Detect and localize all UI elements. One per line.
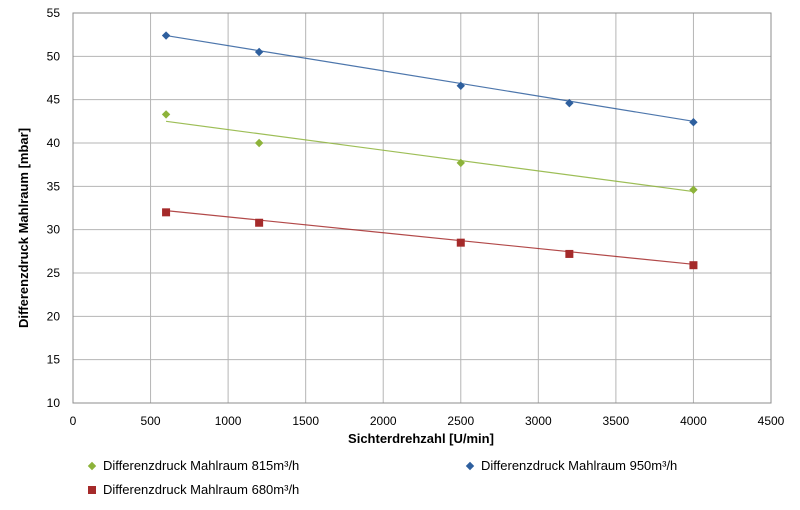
data-point [254,138,264,148]
legend-label: Differenzdruck Mahlraum 950m³/h [481,458,677,473]
x-tick-label: 1000 [215,414,242,428]
y-axis-ticks: 10 15 20 25 30 35 40 45 50 55 [47,6,61,410]
data-point [565,249,574,258]
data-point [456,158,465,168]
x-tick-label: 2500 [447,414,474,428]
data-point [689,261,698,270]
x-tick-label: 3500 [603,414,630,428]
y-tick-label: 35 [47,179,61,193]
x-tick-label: 1500 [292,414,319,428]
data-point [255,218,264,227]
trendline-1 [165,34,694,122]
data-point [456,238,465,247]
x-tick-label: 500 [141,414,161,428]
data-point [161,110,171,119]
legend: Differenzdruck Mahlraum 815m³/h Differenz… [87,458,677,497]
x-axis-title: Sichterdrehzahl [U/min] [348,431,494,446]
legend-marker [87,461,97,471]
x-tick-label: 4000 [680,414,707,428]
y-tick-label: 30 [47,223,61,237]
data-point [689,185,698,194]
data-point [689,118,698,127]
y-tick-label: 40 [47,136,61,150]
y-tick-label: 20 [47,309,61,323]
y-tick-label: 50 [47,49,61,63]
legend-marker [465,461,475,471]
data-point [162,208,171,217]
x-tick-label: 4500 [758,414,785,428]
y-tick-label: 10 [47,396,61,410]
x-tick-label: 2000 [370,414,397,428]
plot-frame [72,12,772,404]
trendline-0 [165,120,694,193]
y-axis-title: Differenzdruck Mahlraum [mbar] [16,128,31,328]
x-tick-label: 3000 [525,414,552,428]
legend-label: Differenzdruck Mahlraum 815m³/h [103,458,299,473]
data-point [456,81,465,90]
trendlines [165,34,694,265]
trendline-2 [166,210,694,265]
legend-label: Differenzdruck Mahlraum 680m³/h [103,482,299,497]
data-point [565,98,574,108]
plot-area-border [72,12,772,404]
data-point [161,31,171,40]
y-tick-label: 55 [47,6,61,20]
y-tick-label: 45 [47,93,61,107]
data-points [161,31,698,270]
x-axis-ticks: 0 500 1000 1500 2000 2500 3000 3500 4000 4500 [70,414,785,428]
x-tick-label: 0 [70,414,77,428]
data-point [254,47,264,57]
grid [72,12,772,404]
legend-marker [88,486,96,494]
y-tick-label: 15 [47,353,61,367]
y-tick-label: 25 [47,266,61,280]
